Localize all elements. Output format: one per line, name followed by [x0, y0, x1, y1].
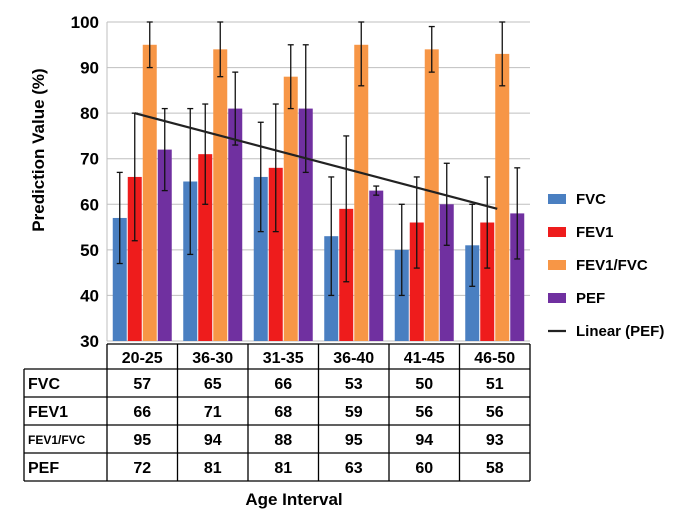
bar-fvc-5	[465, 245, 480, 341]
x-tick-label: 41-45	[404, 350, 445, 367]
y-tick-label: 70	[80, 150, 99, 169]
x-tick-label: 36-30	[192, 350, 233, 367]
table-cell: 58	[486, 460, 504, 477]
bar-fev1fvc-3	[354, 44, 369, 342]
legend-label: PEF	[576, 290, 605, 307]
table-cell: 53	[345, 376, 363, 393]
table-cell: 60	[415, 460, 433, 477]
table-cell: 59	[345, 404, 363, 421]
bar-fev1-5	[480, 222, 495, 341]
y-axis-ticks: 30 40 50 60 70 80 90 100	[71, 13, 99, 351]
legend-label: FEV1	[576, 224, 614, 241]
table-cell: 95	[345, 432, 363, 449]
table-cell: 93	[486, 432, 504, 449]
table-cell: 72	[133, 460, 151, 477]
table-cell: 56	[415, 404, 433, 421]
table-cell: 95	[133, 432, 151, 449]
x-tick-label: 31-35	[263, 350, 304, 367]
bar-fvc-1	[183, 181, 198, 341]
table-row-header: FVC	[28, 376, 60, 393]
bar-pef-5	[510, 213, 525, 341]
trendline-group	[134, 112, 498, 210]
table-cell: 51	[486, 376, 504, 393]
y-tick-label: 80	[80, 104, 99, 123]
table-cell: 66	[133, 404, 151, 421]
table-cell: 68	[274, 404, 292, 421]
data-table: 20-25 36-30 31-35 36-40 41-45 46-50 FVC 57 65 66 5…	[23, 343, 531, 482]
table-cell: 94	[415, 432, 433, 449]
bar-pef-1	[228, 108, 243, 341]
y-tick-label: 90	[80, 59, 99, 78]
legend-label: Linear (PEF)	[576, 323, 664, 340]
bar-fev1fvc-0	[142, 44, 157, 342]
table-cell: 81	[204, 460, 222, 477]
bars-group	[112, 44, 525, 342]
y-tick-label: 40	[80, 286, 99, 305]
bar-fev1fvc-4	[424, 49, 439, 341]
x-tick-label: 46-50	[474, 350, 515, 367]
error-bars-group	[116, 21, 521, 297]
legend-swatch	[548, 260, 566, 270]
bar-fev1-2	[268, 167, 283, 341]
y-tick-label: 50	[80, 241, 99, 260]
legend: FVC FEV1 FEV1/FVC PEF Linear (PEF)	[548, 191, 664, 340]
table-row-header: FEV1/FVC	[28, 433, 86, 447]
bar-fev1fvc-2	[283, 76, 298, 341]
y-tick-label: 100	[71, 13, 99, 32]
x-tick-label: 36-40	[333, 350, 374, 367]
table-cell: 65	[204, 376, 222, 393]
bar-fev1-0	[127, 176, 142, 341]
legend-swatch	[548, 227, 566, 237]
table-row-header: FEV1	[28, 404, 68, 421]
grid-lines	[106, 21, 530, 342]
y-tick-label: 60	[80, 195, 99, 214]
bar-fvc-0	[112, 217, 127, 341]
table-cell: 50	[415, 376, 433, 393]
table-cell: 94	[204, 432, 222, 449]
x-axis-label: Age Interval	[245, 490, 342, 509]
table-cell: 66	[274, 376, 292, 393]
y-axis-label: Prediction Value (%)	[29, 68, 48, 231]
legend-swatch	[548, 194, 566, 204]
bar-fev1-1	[198, 154, 213, 341]
legend-label: FEV1/FVC	[576, 257, 648, 274]
table-cell: 81	[274, 460, 292, 477]
linear-pef-trendline	[134, 112, 498, 210]
legend-swatch	[548, 293, 566, 303]
table-cell: 56	[486, 404, 504, 421]
legend-label: FVC	[576, 191, 606, 208]
bar-pef-3	[369, 190, 384, 341]
bar-fev1fvc-1	[213, 49, 228, 341]
table-cell: 88	[274, 432, 292, 449]
bar-fev1fvc-5	[495, 53, 510, 342]
bar-pef-2	[298, 108, 313, 341]
y-tick-label: 30	[80, 332, 99, 351]
table-row-header: PEF	[28, 460, 59, 477]
x-tick-label: 20-25	[122, 350, 163, 367]
table-cell: 63	[345, 460, 363, 477]
bar-pef-0	[157, 149, 172, 341]
bar-pef-4	[439, 204, 454, 341]
bar-fev1-4	[409, 222, 424, 341]
table-cell: 57	[133, 376, 151, 393]
bar-fvc-2	[253, 176, 268, 341]
table-cell: 71	[204, 404, 222, 421]
